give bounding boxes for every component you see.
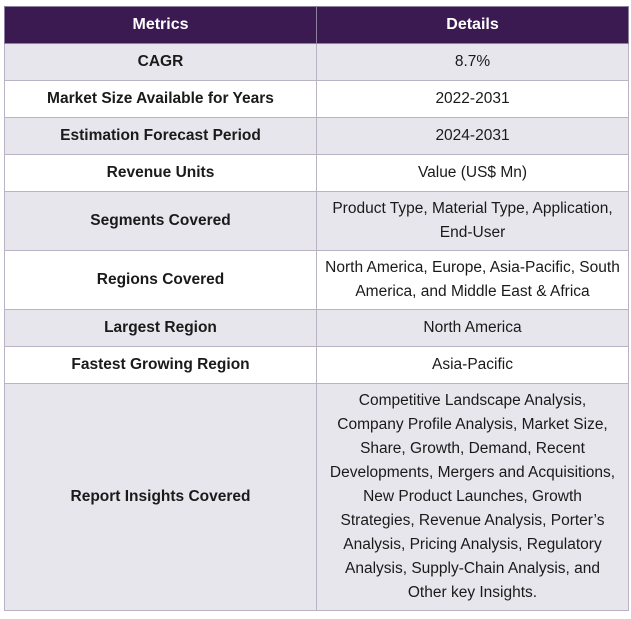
table-row: CAGR 8.7% — [4, 43, 629, 81]
metric-cell: Report Insights Covered — [4, 383, 317, 611]
table-row: Regions Covered North America, Europe, A… — [4, 250, 629, 310]
details-cell: Value (US$ Mn) — [316, 154, 629, 192]
details-cell: North America — [316, 309, 629, 347]
metric-cell: Revenue Units — [4, 154, 317, 192]
metric-cell: Largest Region — [4, 309, 317, 347]
table-row: Report Insights Covered Competitive Land… — [4, 383, 629, 611]
details-cell: 2024-2031 — [316, 117, 629, 155]
table-row: Fastest Growing Region Asia-Pacific — [4, 346, 629, 384]
metric-cell: Market Size Available for Years — [4, 80, 317, 118]
metrics-column-header: Metrics — [4, 6, 317, 44]
details-cell: Asia-Pacific — [316, 346, 629, 384]
table-row: Largest Region North America — [4, 309, 629, 347]
details-cell: 2022-2031 — [316, 80, 629, 118]
metric-cell: Segments Covered — [4, 191, 317, 251]
metric-cell: CAGR — [4, 43, 317, 81]
report-metrics-table-container: Metrics Details CAGR 8.7% Market Size Av… — [4, 6, 629, 611]
metric-cell: Estimation Forecast Period — [4, 117, 317, 155]
table-row: Market Size Available for Years 2022-203… — [4, 80, 629, 118]
details-cell: Competitive Landscape Analysis, Company … — [316, 383, 629, 611]
details-column-header: Details — [316, 6, 629, 44]
metric-cell: Fastest Growing Region — [4, 346, 317, 384]
table-body: CAGR 8.7% Market Size Available for Year… — [4, 43, 629, 611]
details-cell: Product Type, Material Type, Application… — [316, 191, 629, 251]
details-cell: 8.7% — [316, 43, 629, 81]
table-row: Revenue Units Value (US$ Mn) — [4, 154, 629, 192]
details-cell: North America, Europe, Asia-Pacific, Sou… — [316, 250, 629, 310]
header-row: Metrics Details — [4, 6, 629, 44]
table-header: Metrics Details — [4, 6, 629, 44]
table-row: Segments Covered Product Type, Material … — [4, 191, 629, 251]
table-row: Estimation Forecast Period 2024-2031 — [4, 117, 629, 155]
report-metrics-table: Metrics Details CAGR 8.7% Market Size Av… — [4, 6, 629, 611]
metric-cell: Regions Covered — [4, 250, 317, 310]
